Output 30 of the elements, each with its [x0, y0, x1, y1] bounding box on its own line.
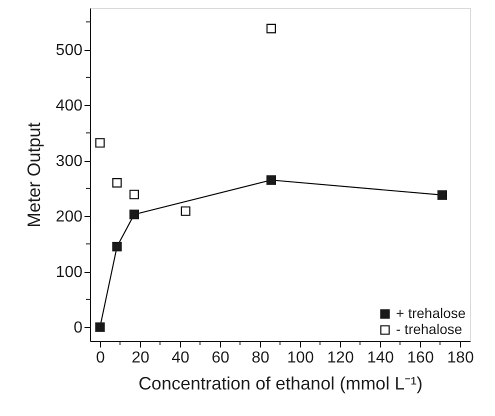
point	[129, 210, 139, 220]
x-axis-title: Concentration of ethanol (mmol L⁻¹)	[138, 374, 423, 394]
x-tick-label: 20	[132, 350, 150, 366]
point	[112, 178, 122, 188]
point	[266, 175, 276, 185]
point	[180, 206, 190, 216]
point	[437, 190, 447, 200]
x-tick-label: 100	[287, 350, 314, 366]
y-tick-label: 400	[56, 98, 83, 115]
y-tick-label: 500	[56, 42, 83, 60]
x-tick-label: 0	[96, 350, 106, 366]
x-tick-label: 60	[212, 350, 230, 366]
y-tick-label: 0	[74, 320, 83, 337]
legend-label: + trehalose	[396, 305, 466, 321]
x-tick-label: 180	[447, 350, 474, 366]
y-tick-label: 200	[56, 208, 83, 226]
y-tick-label: 300	[56, 153, 83, 170]
point	[95, 138, 105, 148]
x-tick-label: 120	[327, 350, 354, 366]
y-tick-label: 100	[56, 264, 83, 282]
legend-label: - trehalose	[396, 321, 462, 337]
x-tick-label: 140	[367, 350, 394, 366]
point	[112, 242, 122, 252]
point	[95, 322, 105, 332]
point	[129, 190, 139, 200]
x-tick-label: 160	[407, 350, 434, 366]
y-axis-title: Meter Output	[24, 122, 44, 228]
x-tick-label: 80	[252, 350, 270, 366]
point	[266, 24, 276, 34]
x-tick-label: 40	[172, 350, 190, 366]
